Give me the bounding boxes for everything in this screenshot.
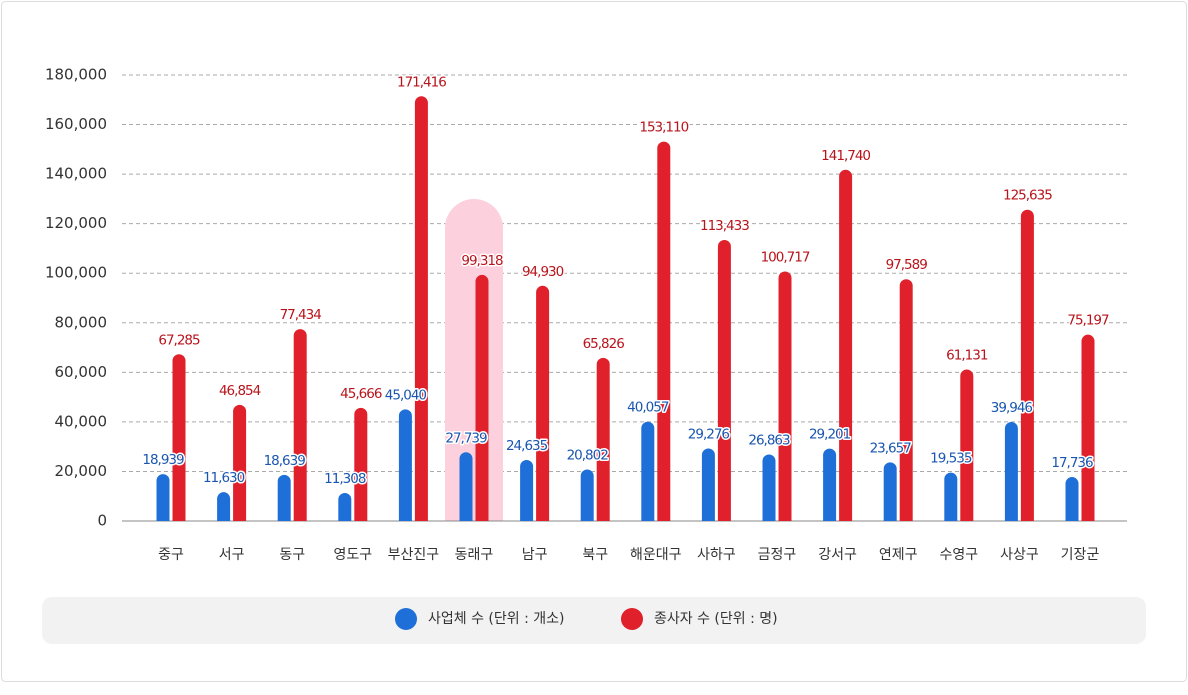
legend-marker — [395, 608, 417, 630]
bar — [883, 462, 897, 521]
y-tick-label: 20,000 — [55, 462, 108, 480]
value-label: 23,657 — [870, 440, 912, 456]
value-label: 18,639 — [264, 453, 306, 469]
value-label: 94,930 — [522, 264, 564, 280]
bar — [1081, 334, 1095, 521]
value-label: 153,110 — [639, 120, 688, 136]
value-label: 113,433 — [700, 218, 749, 234]
value-label: 75,197 — [1067, 313, 1109, 329]
bar — [701, 448, 715, 521]
bar — [596, 357, 610, 521]
y-tick-label: 80,000 — [55, 313, 108, 331]
value-label: 45,040 — [385, 387, 427, 403]
bar — [1065, 477, 1079, 521]
bar — [899, 279, 913, 521]
x-tick-label: 사하구 — [697, 547, 736, 563]
y-tick-label: 40,000 — [55, 412, 108, 430]
bar — [960, 369, 974, 521]
value-label: 125,635 — [1003, 188, 1052, 204]
value-label: 29,276 — [688, 426, 730, 442]
x-tick-label: 금정구 — [758, 547, 797, 563]
y-tick-label: 60,000 — [55, 363, 108, 381]
y-tick-label: 160,000 — [45, 115, 107, 133]
bar — [1004, 422, 1018, 521]
bar — [414, 96, 428, 522]
value-label: 141,740 — [821, 148, 870, 164]
value-label: 40,057 — [627, 400, 669, 416]
bar — [398, 409, 412, 521]
bar — [823, 448, 837, 521]
x-tick-label: 해운대구 — [630, 547, 682, 563]
value-label: 67,285 — [158, 332, 200, 348]
value-label: 27,739 — [445, 430, 487, 446]
highlight — [445, 199, 503, 521]
y-tick-label: 140,000 — [45, 165, 107, 183]
x-tick-label: 부산진구 — [388, 547, 440, 563]
legend-box — [42, 597, 1146, 644]
bar — [156, 474, 170, 521]
bar — [717, 239, 731, 521]
value-label: 77,434 — [280, 307, 322, 323]
bar — [233, 404, 247, 521]
bar — [459, 452, 473, 521]
x-tick-label: 서구 — [219, 547, 245, 563]
bar — [277, 474, 291, 521]
y-tick-label: 120,000 — [45, 214, 107, 232]
bar — [293, 329, 307, 521]
x-tick-label: 사상구 — [1000, 547, 1039, 563]
y-tick-label: 0 — [97, 512, 107, 530]
y-tick-label: 180,000 — [45, 66, 107, 84]
bar — [944, 472, 958, 521]
value-label: 65,826 — [583, 336, 625, 352]
bar — [1020, 209, 1034, 521]
value-label: 26,863 — [748, 432, 790, 448]
bar — [641, 421, 655, 521]
value-label: 18,939 — [142, 452, 184, 468]
value-label: 100,717 — [761, 249, 810, 265]
value-label: 17,736 — [1051, 455, 1093, 471]
bar — [217, 492, 231, 521]
value-label: 19,535 — [930, 451, 972, 467]
x-tick-label: 중구 — [158, 547, 184, 563]
bar — [520, 459, 534, 521]
x-tick-label: 동래구 — [455, 547, 494, 563]
bar — [657, 141, 671, 521]
y-tick-label: 100,000 — [45, 264, 107, 282]
legend-marker — [621, 608, 643, 630]
x-tick-label: 영도구 — [333, 547, 372, 563]
value-label: 61,131 — [946, 348, 988, 364]
legend-label: 종사자 수 (단위 : 명) — [654, 611, 778, 627]
bar — [172, 354, 186, 521]
bar — [338, 492, 352, 521]
bar — [762, 454, 776, 521]
value-label: 29,201 — [809, 427, 851, 443]
bar — [580, 469, 594, 521]
value-label: 20,802 — [567, 447, 609, 463]
value-label: 24,635 — [506, 438, 548, 454]
value-label: 171,416 — [397, 74, 446, 90]
bar — [536, 285, 550, 521]
value-label: 46,854 — [219, 383, 261, 399]
value-label: 11,630 — [203, 470, 245, 486]
value-label: 97,589 — [886, 257, 928, 273]
x-tick-label: 연제구 — [879, 547, 918, 563]
value-label: 39,946 — [991, 400, 1033, 416]
x-tick-label: 북구 — [582, 547, 608, 563]
x-tick-label: 수영구 — [939, 547, 978, 563]
legend-label: 사업체 수 (단위 : 개소) — [428, 611, 564, 627]
value-label: 99,318 — [461, 253, 503, 269]
bar — [778, 271, 792, 521]
bar — [839, 169, 853, 521]
x-tick-label: 기장군 — [1061, 547, 1100, 563]
x-tick-label: 남구 — [522, 547, 548, 563]
value-label: 45,666 — [340, 386, 382, 402]
bar — [475, 274, 489, 521]
x-tick-label: 강서구 — [818, 547, 857, 563]
value-label: 11,308 — [324, 471, 366, 487]
x-tick-label: 동구 — [279, 547, 305, 563]
bar — [354, 407, 368, 521]
